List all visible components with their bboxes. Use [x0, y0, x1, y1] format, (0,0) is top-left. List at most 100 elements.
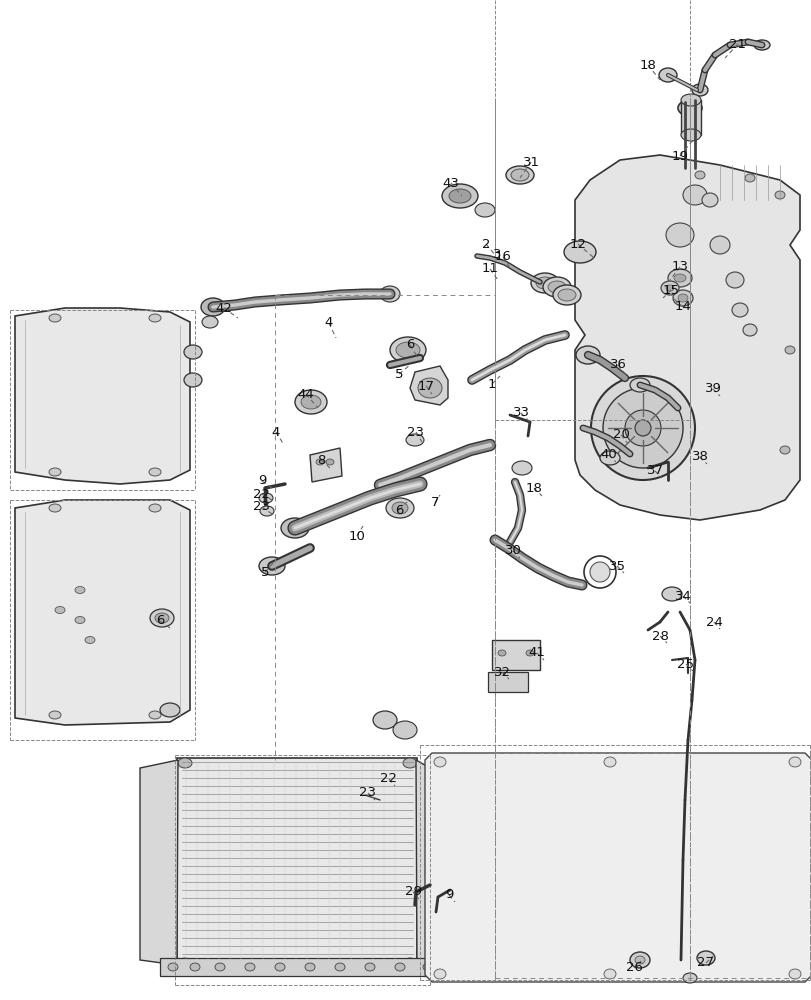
Ellipse shape [709, 236, 729, 254]
Ellipse shape [85, 637, 95, 644]
Ellipse shape [406, 434, 423, 446]
Text: 27: 27 [697, 956, 714, 969]
Text: 31: 31 [521, 156, 539, 169]
Text: 43: 43 [442, 177, 459, 190]
Ellipse shape [184, 345, 202, 359]
Ellipse shape [396, 342, 419, 358]
Text: 10: 10 [348, 530, 365, 542]
Ellipse shape [694, 171, 704, 179]
Text: 25: 25 [676, 658, 693, 670]
Ellipse shape [259, 493, 272, 503]
Ellipse shape [418, 378, 441, 398]
Ellipse shape [629, 952, 649, 968]
Text: 8: 8 [316, 454, 324, 466]
Text: 33: 33 [512, 406, 529, 420]
Polygon shape [410, 366, 448, 405]
Text: 35: 35 [607, 560, 624, 572]
Ellipse shape [603, 969, 616, 979]
Text: 9: 9 [444, 888, 453, 901]
Ellipse shape [294, 390, 327, 414]
Ellipse shape [49, 711, 61, 719]
Ellipse shape [160, 703, 180, 717]
Ellipse shape [634, 420, 650, 436]
Ellipse shape [155, 613, 169, 623]
Ellipse shape [725, 272, 743, 288]
Text: 30: 30 [504, 544, 521, 558]
Text: 20: 20 [611, 428, 629, 442]
Ellipse shape [380, 286, 400, 302]
Text: 21: 21 [728, 38, 745, 51]
Text: 5: 5 [260, 566, 269, 578]
Text: 5: 5 [394, 367, 403, 380]
Ellipse shape [505, 166, 534, 184]
Text: 19: 19 [671, 150, 688, 163]
Text: 6: 6 [156, 614, 164, 628]
Text: 11: 11 [481, 262, 498, 275]
Ellipse shape [629, 378, 649, 392]
Text: 37: 37 [646, 464, 663, 478]
Ellipse shape [564, 241, 595, 263]
Ellipse shape [661, 587, 681, 601]
Ellipse shape [510, 169, 528, 181]
Ellipse shape [148, 314, 161, 322]
Bar [680, 100, 700, 135]
Ellipse shape [393, 721, 417, 739]
Ellipse shape [682, 973, 696, 983]
Ellipse shape [677, 100, 702, 116]
Ellipse shape [665, 285, 673, 291]
Ellipse shape [49, 504, 61, 512]
Text: 23: 23 [407, 426, 424, 438]
Text: 3: 3 [492, 248, 500, 261]
Ellipse shape [55, 606, 65, 613]
Ellipse shape [365, 963, 375, 971]
Ellipse shape [624, 410, 660, 446]
Text: 1: 1 [487, 377, 496, 390]
Ellipse shape [392, 502, 407, 514]
Ellipse shape [49, 468, 61, 476]
Ellipse shape [779, 446, 789, 454]
Ellipse shape [402, 958, 417, 968]
Text: 44: 44 [298, 387, 314, 400]
Ellipse shape [659, 68, 676, 82]
Ellipse shape [677, 294, 687, 302]
Text: 22: 22 [253, 488, 270, 500]
Text: 40: 40 [600, 448, 616, 462]
Ellipse shape [385, 498, 414, 518]
Ellipse shape [433, 969, 445, 979]
Polygon shape [424, 753, 811, 982]
Ellipse shape [634, 956, 644, 964]
Ellipse shape [691, 84, 707, 96]
Ellipse shape [682, 185, 706, 205]
Polygon shape [310, 448, 341, 482]
Ellipse shape [547, 281, 565, 293]
Ellipse shape [673, 274, 685, 282]
Text: 12: 12 [569, 237, 586, 250]
Ellipse shape [178, 758, 191, 768]
Polygon shape [574, 155, 799, 520]
Text: 42: 42 [215, 302, 232, 314]
Ellipse shape [665, 223, 693, 247]
Ellipse shape [680, 129, 700, 141]
Text: 36: 36 [609, 359, 625, 371]
Text: 9: 9 [258, 475, 266, 488]
Ellipse shape [423, 963, 432, 971]
Ellipse shape [245, 963, 255, 971]
Ellipse shape [599, 451, 620, 465]
Bar [177, 758, 417, 968]
Ellipse shape [603, 757, 616, 767]
Ellipse shape [667, 269, 691, 287]
Text: 39: 39 [704, 382, 720, 395]
Text: 32: 32 [493, 666, 510, 678]
Ellipse shape [335, 963, 345, 971]
Ellipse shape [590, 562, 609, 582]
Ellipse shape [543, 277, 570, 297]
Ellipse shape [389, 337, 426, 363]
Ellipse shape [75, 586, 85, 593]
Polygon shape [139, 760, 178, 965]
Ellipse shape [402, 758, 417, 768]
Polygon shape [487, 672, 527, 692]
Text: 7: 7 [430, 496, 439, 510]
Text: 26: 26 [624, 961, 642, 974]
Ellipse shape [325, 459, 333, 465]
Text: 23: 23 [359, 786, 376, 799]
